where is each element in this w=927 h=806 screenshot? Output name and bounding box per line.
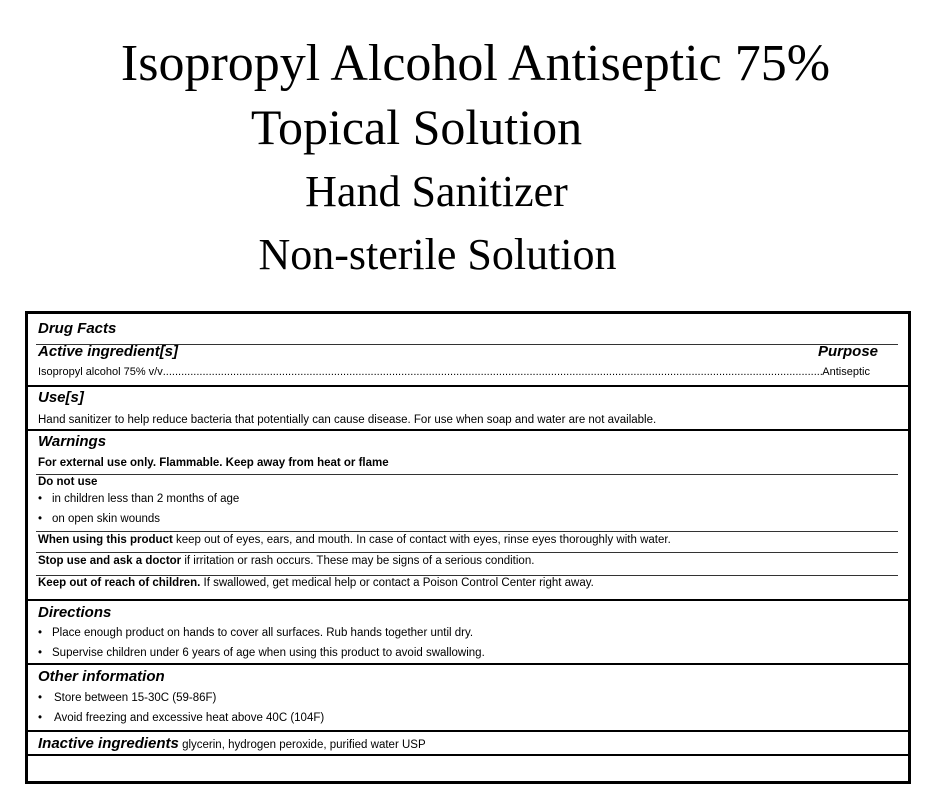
item-text: Avoid freezing and excessive heat above … [54,712,325,724]
active-ingredients-heading: Active ingredient[s] [38,343,179,360]
purpose-heading: Purpose [817,343,878,360]
do-not-use-item: • in children less than 2 months of age [38,493,240,505]
product-sterility: Non-sterile Solution [258,230,617,279]
divider [36,552,898,553]
label: Stop use and ask a doctor [38,555,182,567]
text: if irritation or rash occurs. These may … [181,555,535,567]
keep-out-warning: Keep out of reach of children. If swallo… [38,576,594,590]
directions-heading: Directions [38,604,112,621]
label: Keep out of reach of children. [38,577,201,589]
inactive-ingredients: Inactive ingredients glycerin, hydrogen … [38,735,426,753]
text: If swallowed, get medical help or contac… [200,577,594,589]
direction-item: • Supervise children under 6 years of age… [38,647,485,659]
stop-use-warning: Stop use and ask a doctor if irritation … [38,554,534,568]
item-text: in children less than 2 months of age [52,493,240,505]
item-text: Place enough product on hands to cover a… [52,627,474,639]
drug-facts-panel: Drug Facts Active ingredient[s] Purpose … [25,311,911,784]
divider [36,474,898,475]
dot-leader: ........................................… [162,366,823,378]
product-type: Hand Sanitizer [305,167,568,216]
active-ingredient: Isopropyl alcohol 75% v/v [38,366,163,378]
warnings-heading: Warnings [38,433,107,450]
other-info-item: • Avoid freezing and excessive heat above… [38,712,325,724]
uses-heading: Use[s] [38,389,84,406]
divider [28,730,908,732]
divider [36,575,898,576]
inactive-heading: Inactive ingredients [38,735,179,752]
label: When using this product [38,534,173,546]
active-purpose: Antiseptic [822,366,870,378]
other-information-heading: Other information [38,668,165,685]
divider [28,385,908,387]
direction-item: • Place enough product on hands to cover … [38,627,474,639]
do-not-use-item: • on open skin wounds [38,513,161,525]
divider [36,344,898,345]
product-title: Isopropyl Alcohol Antiseptic 75% [120,35,831,92]
item-text: Supervise children under 6 years of age … [52,647,485,659]
when-using-warning: When using this product keep out of eyes… [38,533,671,547]
do-not-use-heading: Do not use [38,476,98,488]
divider [28,754,908,756]
divider [28,663,908,665]
warning-external: For external use only. Flammable. Keep a… [38,457,389,469]
other-info-item: • Store between 15-30C (59-86F) [38,692,217,704]
active-ingredient-row: Isopropyl alcohol 75% v/v ..............… [38,365,870,379]
drug-facts-heading: Drug Facts [38,320,117,337]
item-text: Store between 15-30C (59-86F) [54,692,217,704]
text: keep out of eyes, ears, and mouth. In ca… [172,534,671,546]
item-text: on open skin wounds [52,513,161,525]
product-subtitle: Topical Solution [250,99,583,155]
inactive-text: glycerin, hydrogen peroxide, purified wa… [178,739,426,751]
divider [36,531,898,532]
divider [28,429,908,431]
divider [28,599,908,601]
uses-text: Hand sanitizer to help reduce bacteria t… [38,414,657,426]
